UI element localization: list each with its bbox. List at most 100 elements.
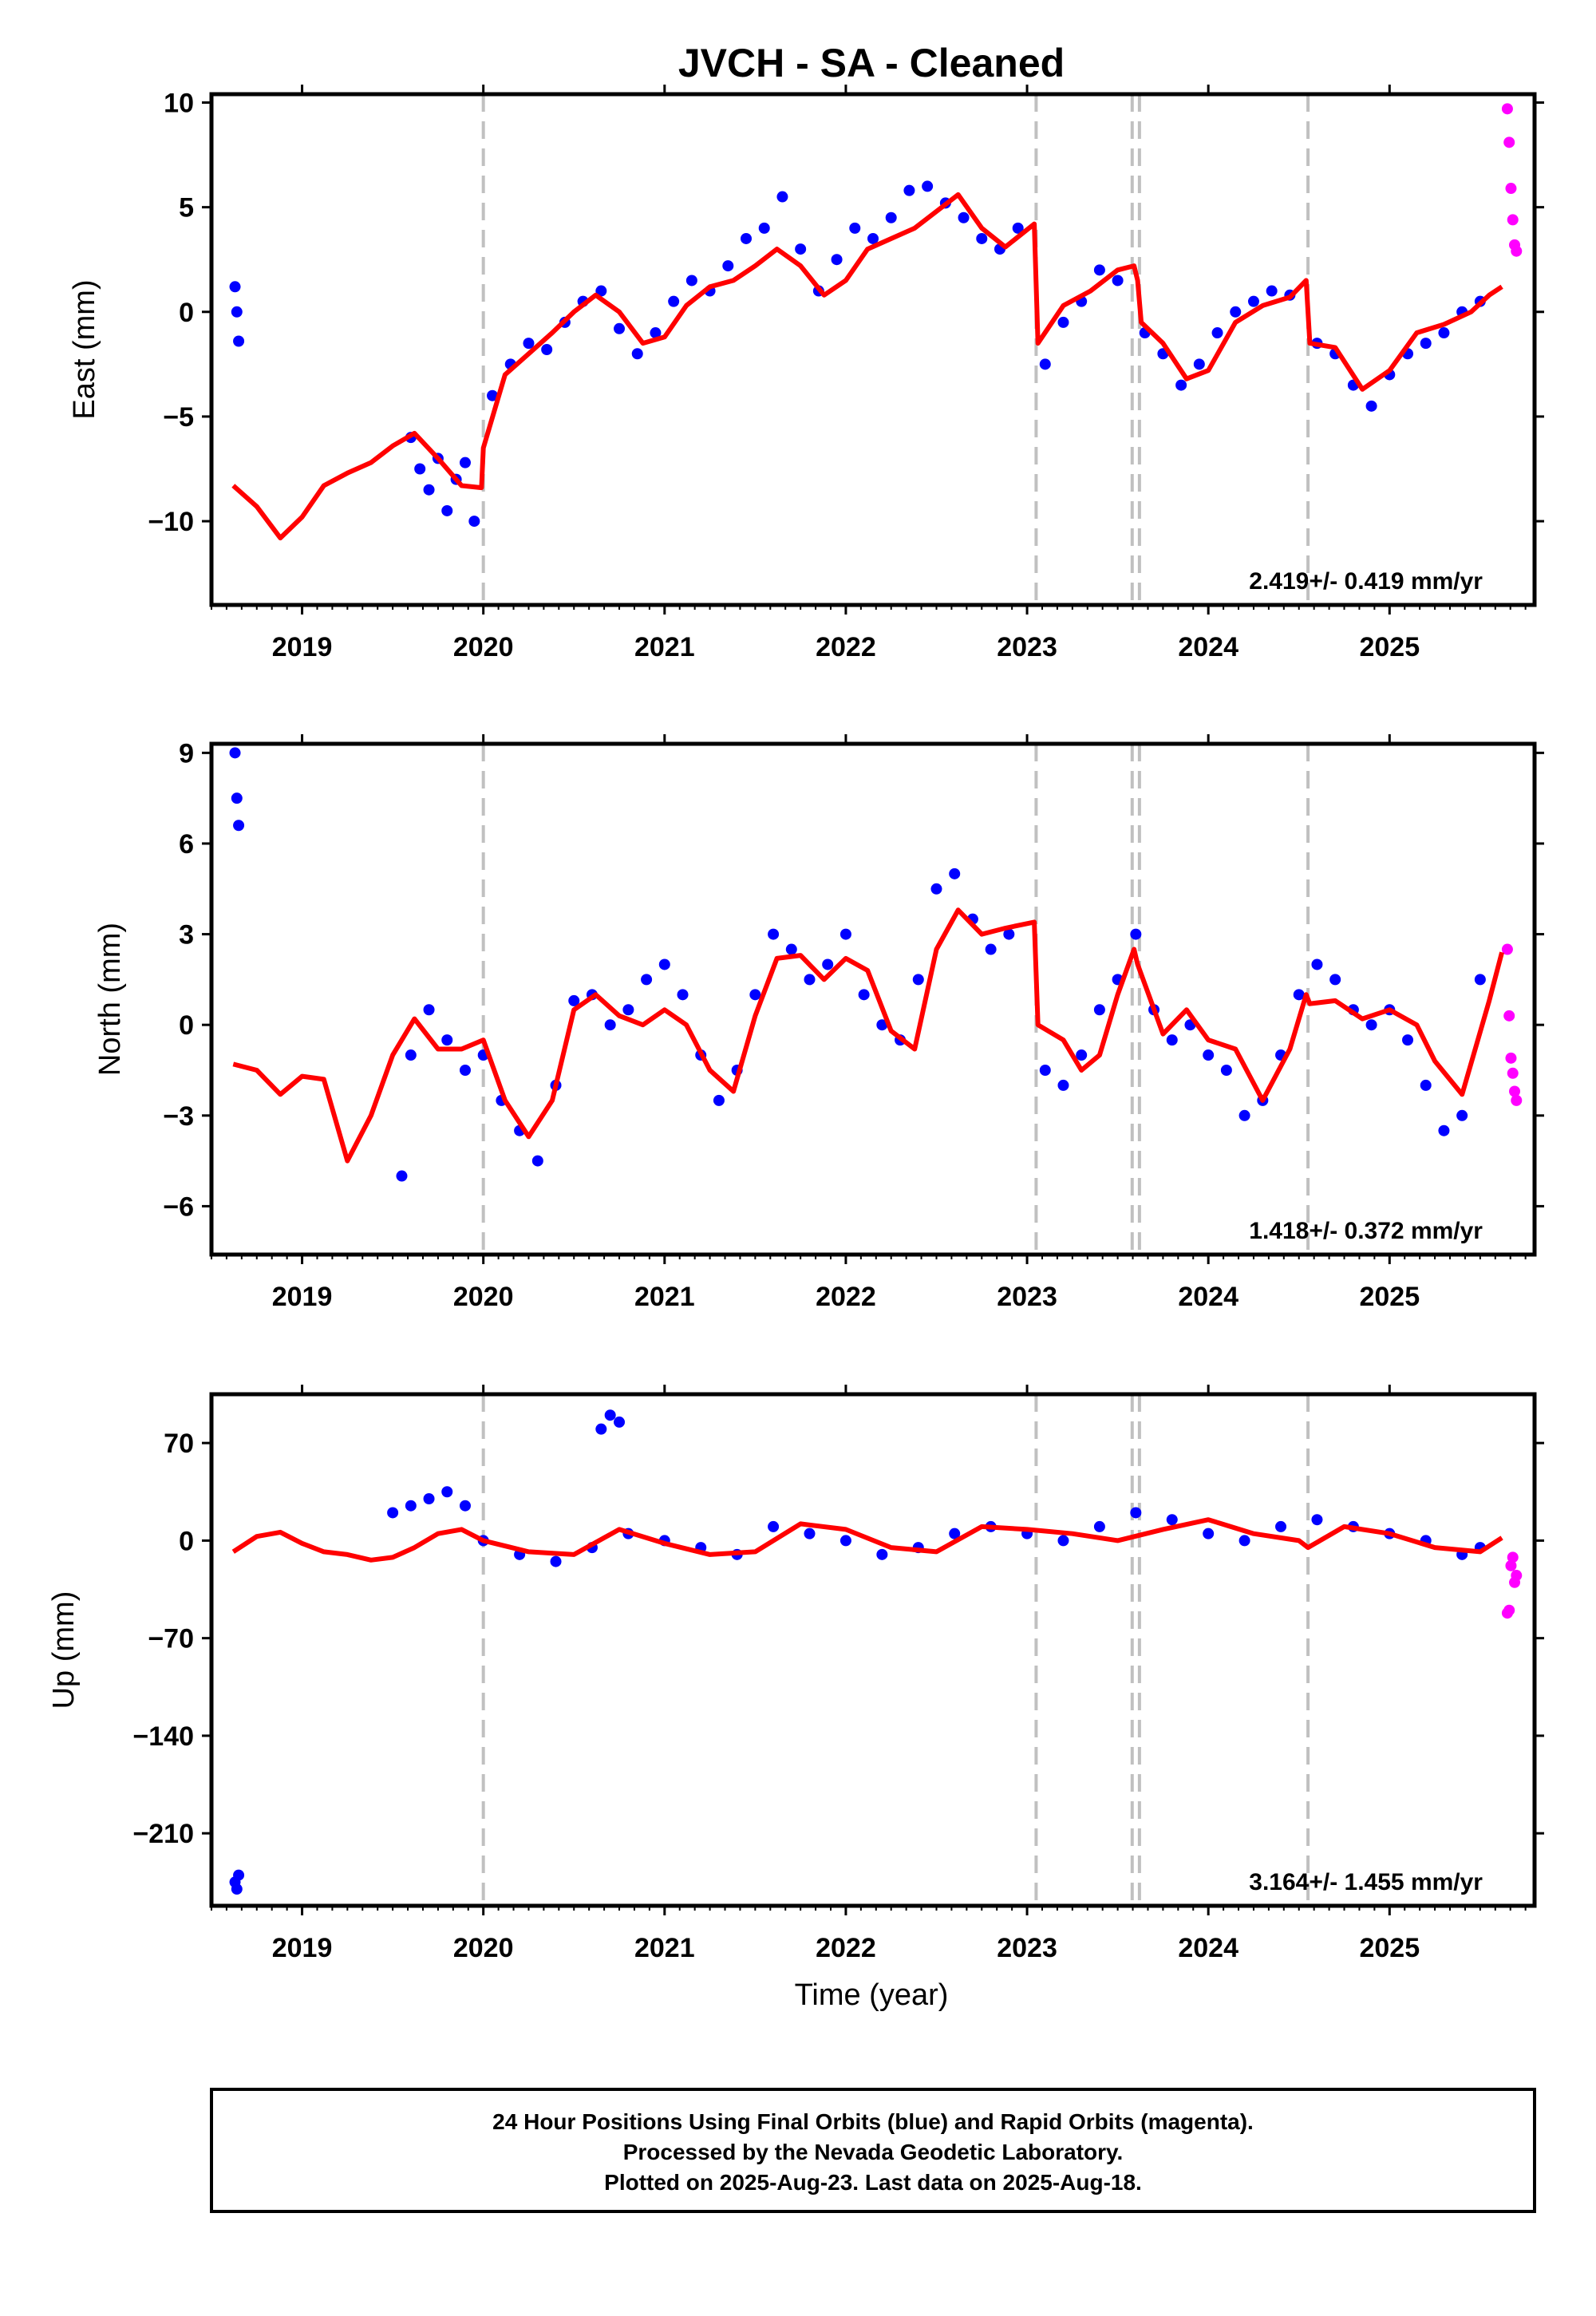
y-tick-label: 0 [179,1010,194,1041]
final-orbit-point [1076,1049,1088,1061]
final-orbit-point [768,1520,780,1532]
x-tick-label: 2020 [453,1282,514,1312]
y-axis-title: East (mm) [68,279,101,419]
final-orbit-point [414,463,426,475]
final-orbit-point [804,1528,816,1539]
final-orbit-point [1247,295,1259,307]
x-tick-label: 2020 [453,1933,514,1963]
final-orbit-point [1166,1514,1178,1526]
final-orbit-point [614,1416,626,1428]
footer-box [210,2088,1536,2213]
final-orbit-point [912,974,924,986]
model-fit-line [231,192,1503,541]
final-orbit-point [1329,974,1341,986]
footer-line-1: 24 Hour Positions Using Final Orbits (bl… [492,2109,1254,2134]
x-axis-title: Time (year) [795,1978,949,2012]
rapid-orbit-point [1509,1085,1521,1097]
final-orbit-point [1365,1019,1377,1031]
final-orbit-point [641,974,653,986]
y-axis-title: North (mm) [93,923,127,1076]
final-orbit-point [231,792,243,804]
x-tick-label: 2021 [634,1933,695,1963]
final-orbit-point [1093,1520,1105,1532]
final-orbit-point [713,1094,725,1106]
final-orbit-point [568,994,580,1006]
final-orbit-point [1275,1520,1287,1532]
final-orbit-point [1230,306,1242,318]
rapid-orbit-point [1505,183,1517,195]
final-orbit-point [1175,379,1187,391]
final-orbit-point [1203,1049,1215,1061]
y-tick-label: −6 [163,1192,194,1222]
final-orbit-point [922,180,934,192]
final-orbit-point [1420,338,1432,350]
final-orbit-point [229,281,241,293]
final-orbit-point [1311,1514,1323,1526]
y-axis-title: Up (mm) [47,1591,81,1709]
final-orbit-point [423,1004,435,1016]
x-tick-label: 2022 [816,632,876,662]
plot-frame [209,1392,1537,1908]
final-orbit-point [949,868,961,879]
final-orbit-point [1057,316,1069,328]
final-orbit-point [595,1423,607,1435]
rate-label: 1.418+/- 0.372 mm/yr [1249,1218,1483,1244]
x-tick-label: 2021 [634,632,695,662]
x-tick-label: 2021 [634,1282,695,1312]
final-orbit-point [1420,1079,1432,1091]
final-orbit-point [595,285,607,297]
final-orbit-point [233,1869,245,1881]
final-orbit-point [822,958,834,970]
final-orbit-point [930,883,942,895]
final-orbit-point [758,222,770,234]
y-tick-label: 6 [179,829,194,860]
x-tick-label: 2025 [1359,1933,1420,1963]
x-tick-label: 2019 [272,632,333,662]
final-orbit-point [849,222,861,234]
final-orbit-point [459,1500,471,1512]
rate-label: 3.164+/- 1.455 mm/yr [1249,1869,1483,1895]
final-orbit-point [405,1049,417,1061]
final-orbit-point [876,1019,888,1031]
rate-label: 2.419+/- 0.419 mm/yr [1249,568,1483,595]
final-orbit-point [441,1034,453,1046]
final-orbit-point [1365,400,1377,412]
final-orbit-point [1293,989,1305,1001]
final-orbit-point [550,1555,562,1567]
x-tick-label: 2019 [272,1282,333,1312]
rapid-orbit-point [1501,103,1513,115]
final-orbit-point [1203,1528,1215,1539]
x-tick-label: 2019 [272,1933,333,1963]
final-orbit-point [958,211,970,223]
y-tick-label: 0 [179,298,194,328]
final-orbit-point [650,327,662,339]
plot-frame [209,92,1537,607]
final-orbit-point [1039,1064,1051,1076]
final-orbit-point [405,1500,417,1512]
final-orbit-point [1438,1124,1450,1136]
final-orbit-point [795,243,807,255]
y-tick-label: −5 [163,402,194,433]
final-orbit-point [231,306,243,318]
final-orbit-point [1093,264,1105,276]
final-orbit-point [839,928,851,940]
final-orbit-point [677,989,689,1001]
final-orbit-point [459,456,471,468]
plot-frame [209,741,1537,1257]
final-orbit-point [233,335,245,347]
x-tick-label: 2023 [997,1282,1057,1312]
x-tick-label: 2022 [816,1282,876,1312]
y-tick-label: 0 [179,1526,194,1556]
x-tick-label: 2025 [1359,632,1420,662]
final-orbit-point [423,1492,435,1504]
final-orbit-point [231,1883,243,1895]
x-tick-label: 2023 [997,632,1057,662]
y-tick-label: −140 [132,1721,194,1752]
final-orbit-point [229,747,241,759]
final-orbit-point [1266,285,1278,297]
final-orbit-point [1003,928,1015,940]
final-orbit-point [1166,1034,1178,1046]
final-orbit-point [487,389,499,401]
final-orbit-point [541,344,553,355]
